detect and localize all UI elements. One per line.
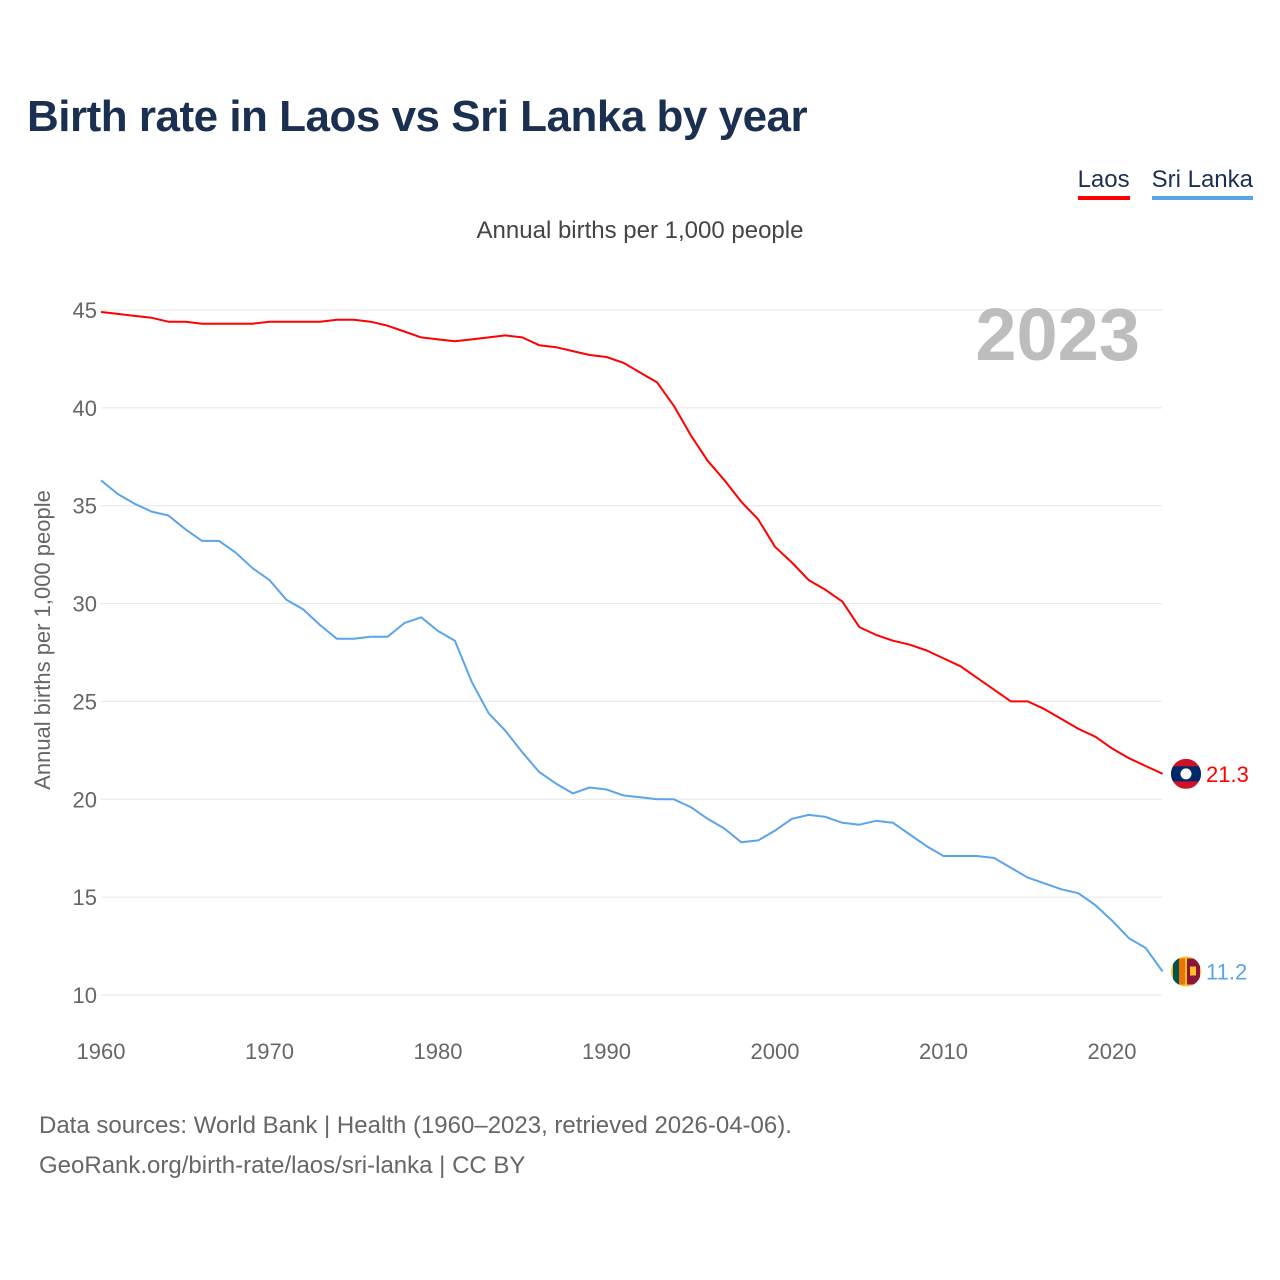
laos-flag-icon — [1171, 758, 1201, 789]
legend-item-laos[interactable]: Laos — [1077, 166, 1130, 200]
y-tick-label: 45 — [73, 298, 97, 323]
x-tick-label: 1990 — [582, 1039, 631, 1064]
x-tick-label: 2020 — [1088, 1039, 1137, 1064]
x-tick-label: 2000 — [751, 1039, 800, 1064]
y-tick-label: 20 — [73, 787, 97, 812]
legend-item-sri-lanka[interactable]: Sri Lanka — [1151, 166, 1253, 200]
x-tick-label: 2010 — [919, 1039, 968, 1064]
series-line-sri-lanka — [100, 479, 1164, 973]
source-line-2[interactable]: GeoRank.org/birth-rate/laos/sri-lanka | … — [39, 1152, 526, 1179]
sri-lanka-flag-icon — [1171, 956, 1201, 987]
y-tick-label: 25 — [73, 689, 97, 714]
x-tick-label: 1960 — [77, 1039, 126, 1064]
source-note: Data sources: World Bank | Health (1960–… — [39, 1106, 792, 1186]
chart-title: Birth rate in Laos vs Sri Lanka by year — [27, 92, 808, 141]
year-watermark: 2023 — [975, 293, 1140, 376]
y-axis-label: Annual births per 1,000 people — [30, 490, 55, 790]
source-line-1: Data sources: World Bank | Health (1960–… — [39, 1112, 792, 1139]
legend: Laos Sri Lanka — [1077, 166, 1253, 200]
y-tick-label: 40 — [73, 396, 97, 421]
x-tick-label: 1980 — [414, 1039, 463, 1064]
y-tick-label: 30 — [73, 592, 97, 617]
series-line-laos — [100, 311, 1164, 775]
chart-subtitle: Annual births per 1,000 people — [476, 217, 804, 244]
y-tick-label: 10 — [73, 983, 97, 1008]
end-value-label: 21.3 — [1206, 762, 1249, 787]
x-tick-label: 1970 — [245, 1039, 294, 1064]
y-tick-label: 15 — [73, 885, 97, 910]
y-tick-label: 35 — [73, 494, 97, 519]
end-value-label: 11.2 — [1206, 959, 1247, 984]
